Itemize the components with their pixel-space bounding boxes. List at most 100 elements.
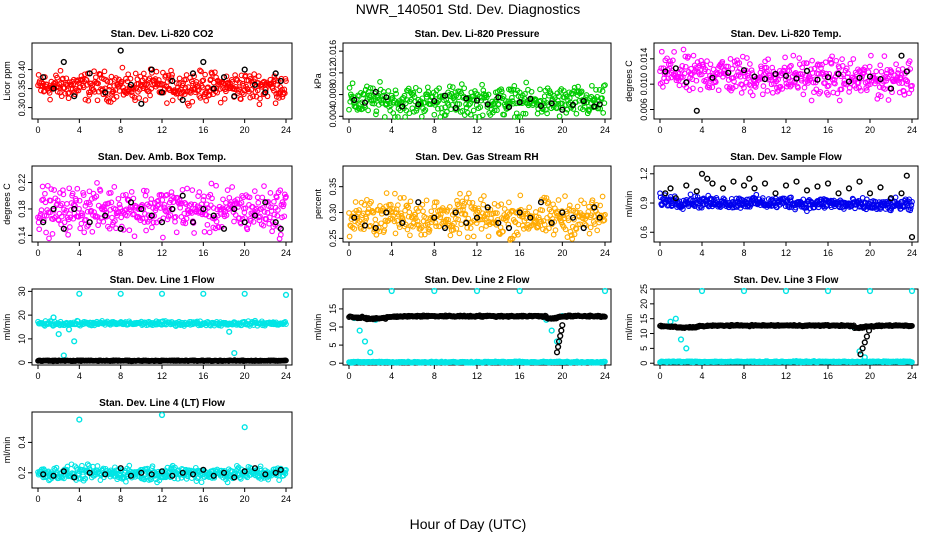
data-point bbox=[415, 199, 422, 206]
data-point bbox=[361, 226, 367, 233]
y-tick-label: 5 bbox=[639, 346, 649, 351]
x-tick-label: 24 bbox=[600, 125, 610, 135]
data-point bbox=[808, 97, 815, 104]
data-point bbox=[143, 188, 150, 194]
data-point bbox=[162, 72, 169, 79]
data-point bbox=[351, 214, 358, 221]
y-axis-label: ml/min bbox=[2, 314, 12, 341]
data-point bbox=[105, 98, 112, 105]
data-point bbox=[431, 97, 438, 105]
data-points bbox=[657, 46, 915, 114]
data-point bbox=[425, 226, 432, 232]
data-point bbox=[147, 92, 153, 99]
data-point bbox=[835, 190, 842, 197]
y-tick-label: 20 bbox=[639, 299, 649, 309]
data-point bbox=[466, 190, 472, 197]
data-point bbox=[494, 107, 500, 114]
data-point bbox=[596, 101, 603, 108]
data-point bbox=[397, 195, 404, 201]
data-point bbox=[464, 234, 471, 241]
y-tick-label: 0.30 bbox=[328, 204, 338, 222]
data-point bbox=[548, 100, 555, 107]
data-point bbox=[184, 185, 190, 192]
data-point bbox=[42, 190, 48, 197]
data-point bbox=[515, 114, 521, 120]
data-point bbox=[591, 204, 598, 211]
data-point bbox=[118, 214, 125, 221]
data-point bbox=[601, 287, 609, 295]
data-point bbox=[124, 212, 130, 219]
data-point bbox=[847, 60, 854, 67]
data-point bbox=[522, 91, 528, 97]
x-tick-label: 12 bbox=[157, 125, 167, 135]
data-point bbox=[744, 55, 750, 61]
data-point bbox=[213, 182, 219, 189]
data-point bbox=[456, 101, 463, 107]
data-point bbox=[667, 58, 673, 65]
data-point bbox=[658, 48, 665, 55]
data-point bbox=[909, 359, 915, 366]
data-point bbox=[351, 96, 358, 104]
data-point bbox=[395, 202, 401, 208]
data-point bbox=[197, 67, 203, 74]
data-point bbox=[458, 81, 465, 87]
data-point bbox=[200, 290, 207, 297]
data-point bbox=[672, 195, 679, 202]
data-point bbox=[212, 69, 218, 76]
data-point bbox=[480, 201, 487, 208]
data-point bbox=[831, 77, 838, 83]
data-point bbox=[189, 70, 197, 77]
data-point bbox=[473, 220, 480, 226]
data-point bbox=[441, 224, 449, 232]
data-point bbox=[481, 193, 487, 199]
data-point bbox=[431, 111, 438, 118]
data-point bbox=[566, 202, 573, 209]
x-tick-label: 12 bbox=[472, 371, 482, 381]
x-tick-label: 0 bbox=[35, 125, 40, 135]
data-point bbox=[150, 219, 157, 226]
data-point bbox=[761, 75, 769, 83]
data-point bbox=[102, 89, 109, 96]
data-point bbox=[372, 88, 379, 96]
data-point bbox=[61, 219, 68, 226]
y-tick-label: 0.008 bbox=[328, 83, 338, 106]
data-point bbox=[578, 197, 584, 204]
data-point bbox=[761, 180, 769, 187]
data-point bbox=[586, 230, 593, 237]
data-point bbox=[377, 79, 383, 85]
data-point bbox=[200, 77, 207, 84]
data-point bbox=[375, 224, 382, 231]
data-point bbox=[176, 75, 183, 82]
data-point bbox=[84, 208, 91, 215]
x-tick-label: 8 bbox=[118, 248, 123, 258]
y-tick-label: 0.016 bbox=[328, 40, 338, 63]
data-point bbox=[405, 204, 411, 211]
data-point bbox=[255, 199, 262, 206]
data-point bbox=[105, 200, 112, 207]
data-point bbox=[262, 89, 269, 96]
data-point bbox=[488, 106, 495, 113]
data-point bbox=[445, 101, 452, 108]
data-point bbox=[86, 92, 93, 98]
x-tick-label: 0 bbox=[657, 248, 662, 258]
data-point bbox=[712, 79, 719, 85]
data-point bbox=[151, 81, 158, 87]
data-point bbox=[568, 232, 575, 238]
data-point bbox=[50, 85, 57, 92]
data-point bbox=[511, 83, 518, 89]
data-point bbox=[76, 205, 82, 212]
data-point bbox=[516, 287, 523, 295]
data-point bbox=[509, 94, 515, 101]
data-point bbox=[877, 75, 884, 83]
data-point bbox=[463, 195, 470, 201]
x-tick-label: 4 bbox=[77, 248, 82, 258]
data-point bbox=[368, 198, 374, 205]
data-point bbox=[117, 47, 124, 54]
data-point bbox=[157, 205, 164, 211]
data-point bbox=[189, 98, 196, 105]
data-point bbox=[516, 209, 523, 216]
data-point bbox=[127, 199, 135, 206]
data-point bbox=[747, 61, 753, 67]
data-point bbox=[861, 339, 868, 346]
data-point bbox=[195, 87, 202, 93]
